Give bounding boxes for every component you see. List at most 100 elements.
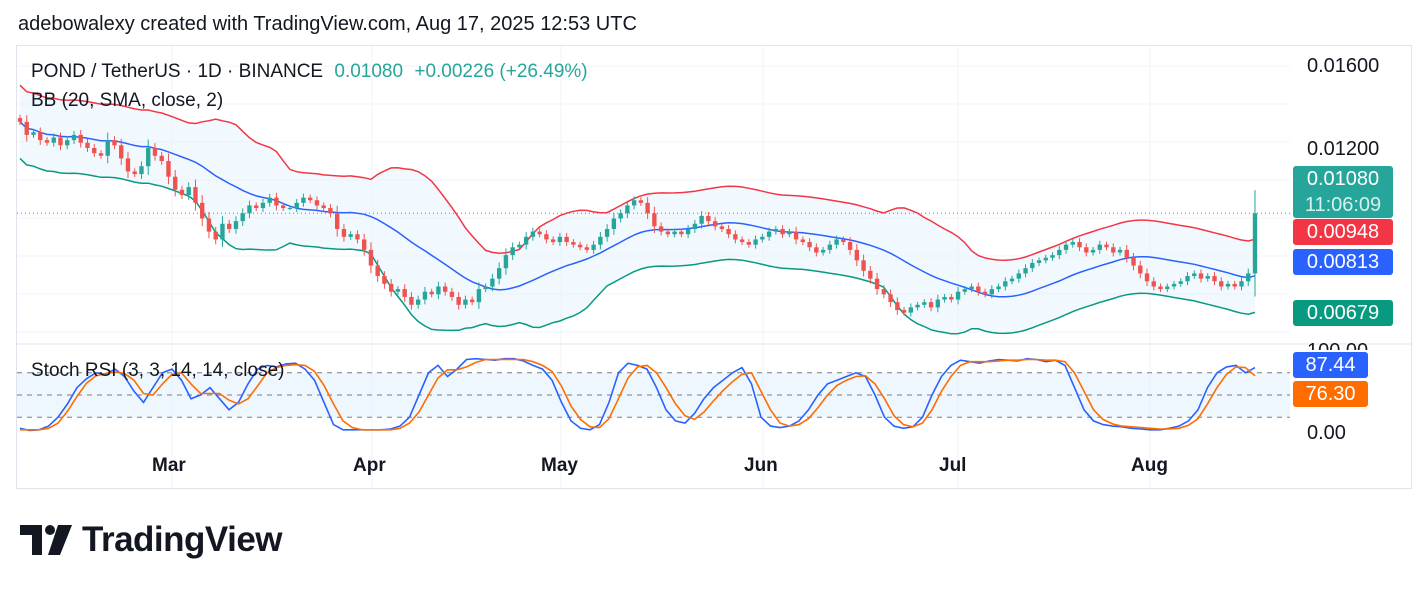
candle: [449, 291, 455, 297]
candle: [78, 134, 83, 143]
candle: [395, 289, 401, 292]
candle: [807, 242, 812, 248]
candle: [658, 226, 664, 232]
candle: [712, 221, 718, 227]
candle: [146, 147, 151, 167]
candle: [58, 137, 63, 146]
candle: [665, 231, 671, 235]
candle: [739, 239, 745, 243]
candle: [955, 291, 961, 300]
stoch-k-tag: 87.44: [1293, 352, 1368, 378]
bb-legend[interactable]: BB (20, SMA, close, 2): [31, 90, 224, 111]
candle: [1138, 265, 1143, 274]
tradingview-logo-text: TradingView: [82, 520, 283, 559]
candle: [179, 189, 185, 195]
candle: [625, 205, 630, 214]
candle: [1171, 283, 1177, 287]
candle: [1043, 257, 1048, 261]
symbol-title: POND / TetherUS · 1D · BINANCE: [31, 61, 324, 82]
candle: [254, 205, 259, 209]
symbol-legend[interactable]: POND / TetherUS · 1D · BINANCE 0.01080 +…: [31, 61, 588, 83]
candle: [1192, 273, 1197, 277]
stoch-axis-label: 0.00: [1307, 422, 1346, 444]
candle: [1104, 244, 1109, 248]
candle: [841, 239, 846, 243]
candle: [753, 239, 758, 245]
candle: [247, 205, 252, 214]
candle: [935, 299, 941, 308]
candle: [766, 231, 772, 237]
tradingview-logo[interactable]: TradingView: [20, 520, 283, 560]
candle: [928, 302, 934, 308]
candle: [645, 202, 650, 214]
candle: [982, 291, 988, 295]
x-tick-label: Apr: [353, 455, 386, 476]
candle: [530, 231, 536, 237]
candle: [679, 231, 684, 235]
candle: [726, 228, 731, 235]
candle: [874, 278, 880, 290]
candle: [976, 286, 981, 292]
candle: [868, 270, 873, 279]
candle: [341, 228, 347, 237]
candle: [442, 286, 448, 292]
candle: [517, 244, 522, 248]
candle: [274, 197, 279, 206]
candle: [1084, 247, 1089, 253]
candle-countdown: 11:06:09: [1304, 194, 1382, 216]
candle: [139, 166, 144, 175]
candle: [793, 231, 799, 240]
candle: [1185, 276, 1190, 282]
candle: [105, 140, 110, 156]
candle: [1151, 281, 1156, 287]
x-tick-label: May: [541, 455, 578, 476]
candle: [854, 249, 860, 261]
candle: [31, 132, 36, 135]
candle: [1165, 286, 1170, 290]
candle: [895, 302, 900, 311]
candle: [490, 278, 495, 287]
candle: [699, 215, 704, 224]
candle: [314, 200, 320, 206]
candle: [382, 276, 387, 284]
candle: [361, 239, 367, 250]
candle: [456, 296, 461, 305]
last-price-value: 0.01080: [1306, 168, 1380, 190]
x-tick-label: Jun: [744, 455, 778, 476]
candle: [483, 286, 488, 290]
candle: [38, 132, 43, 141]
candle: [415, 299, 421, 305]
stoch-legend[interactable]: Stoch RSI (3, 3, 14, 14, close): [31, 360, 285, 381]
candle: [861, 260, 866, 271]
candle: [227, 223, 232, 229]
stoch-d-tag: 76.30: [1293, 381, 1368, 407]
stoch-k-line: [19, 357, 1256, 432]
candle: [65, 140, 70, 146]
candle: [1178, 281, 1183, 284]
candle: [760, 236, 765, 240]
candle: [685, 228, 691, 235]
candle: [287, 208, 293, 210]
candle: [375, 265, 380, 277]
candle: [1252, 213, 1258, 274]
candle: [638, 200, 644, 203]
candle: [17, 118, 23, 122]
candle: [1016, 273, 1021, 279]
chart-frame[interactable]: [16, 45, 1412, 489]
candle: [510, 247, 515, 256]
candle: [631, 200, 637, 206]
candle: [206, 218, 212, 232]
candle: [496, 268, 502, 279]
candle: [132, 171, 137, 175]
candle: [584, 247, 590, 250]
candle: [800, 239, 806, 243]
candle: [1158, 286, 1163, 290]
candle: [1219, 281, 1224, 287]
candle: [834, 239, 839, 245]
candle: [422, 291, 428, 300]
candle: [915, 304, 920, 308]
candle: [301, 197, 306, 203]
candle: [1090, 249, 1096, 253]
candle: [969, 286, 974, 290]
